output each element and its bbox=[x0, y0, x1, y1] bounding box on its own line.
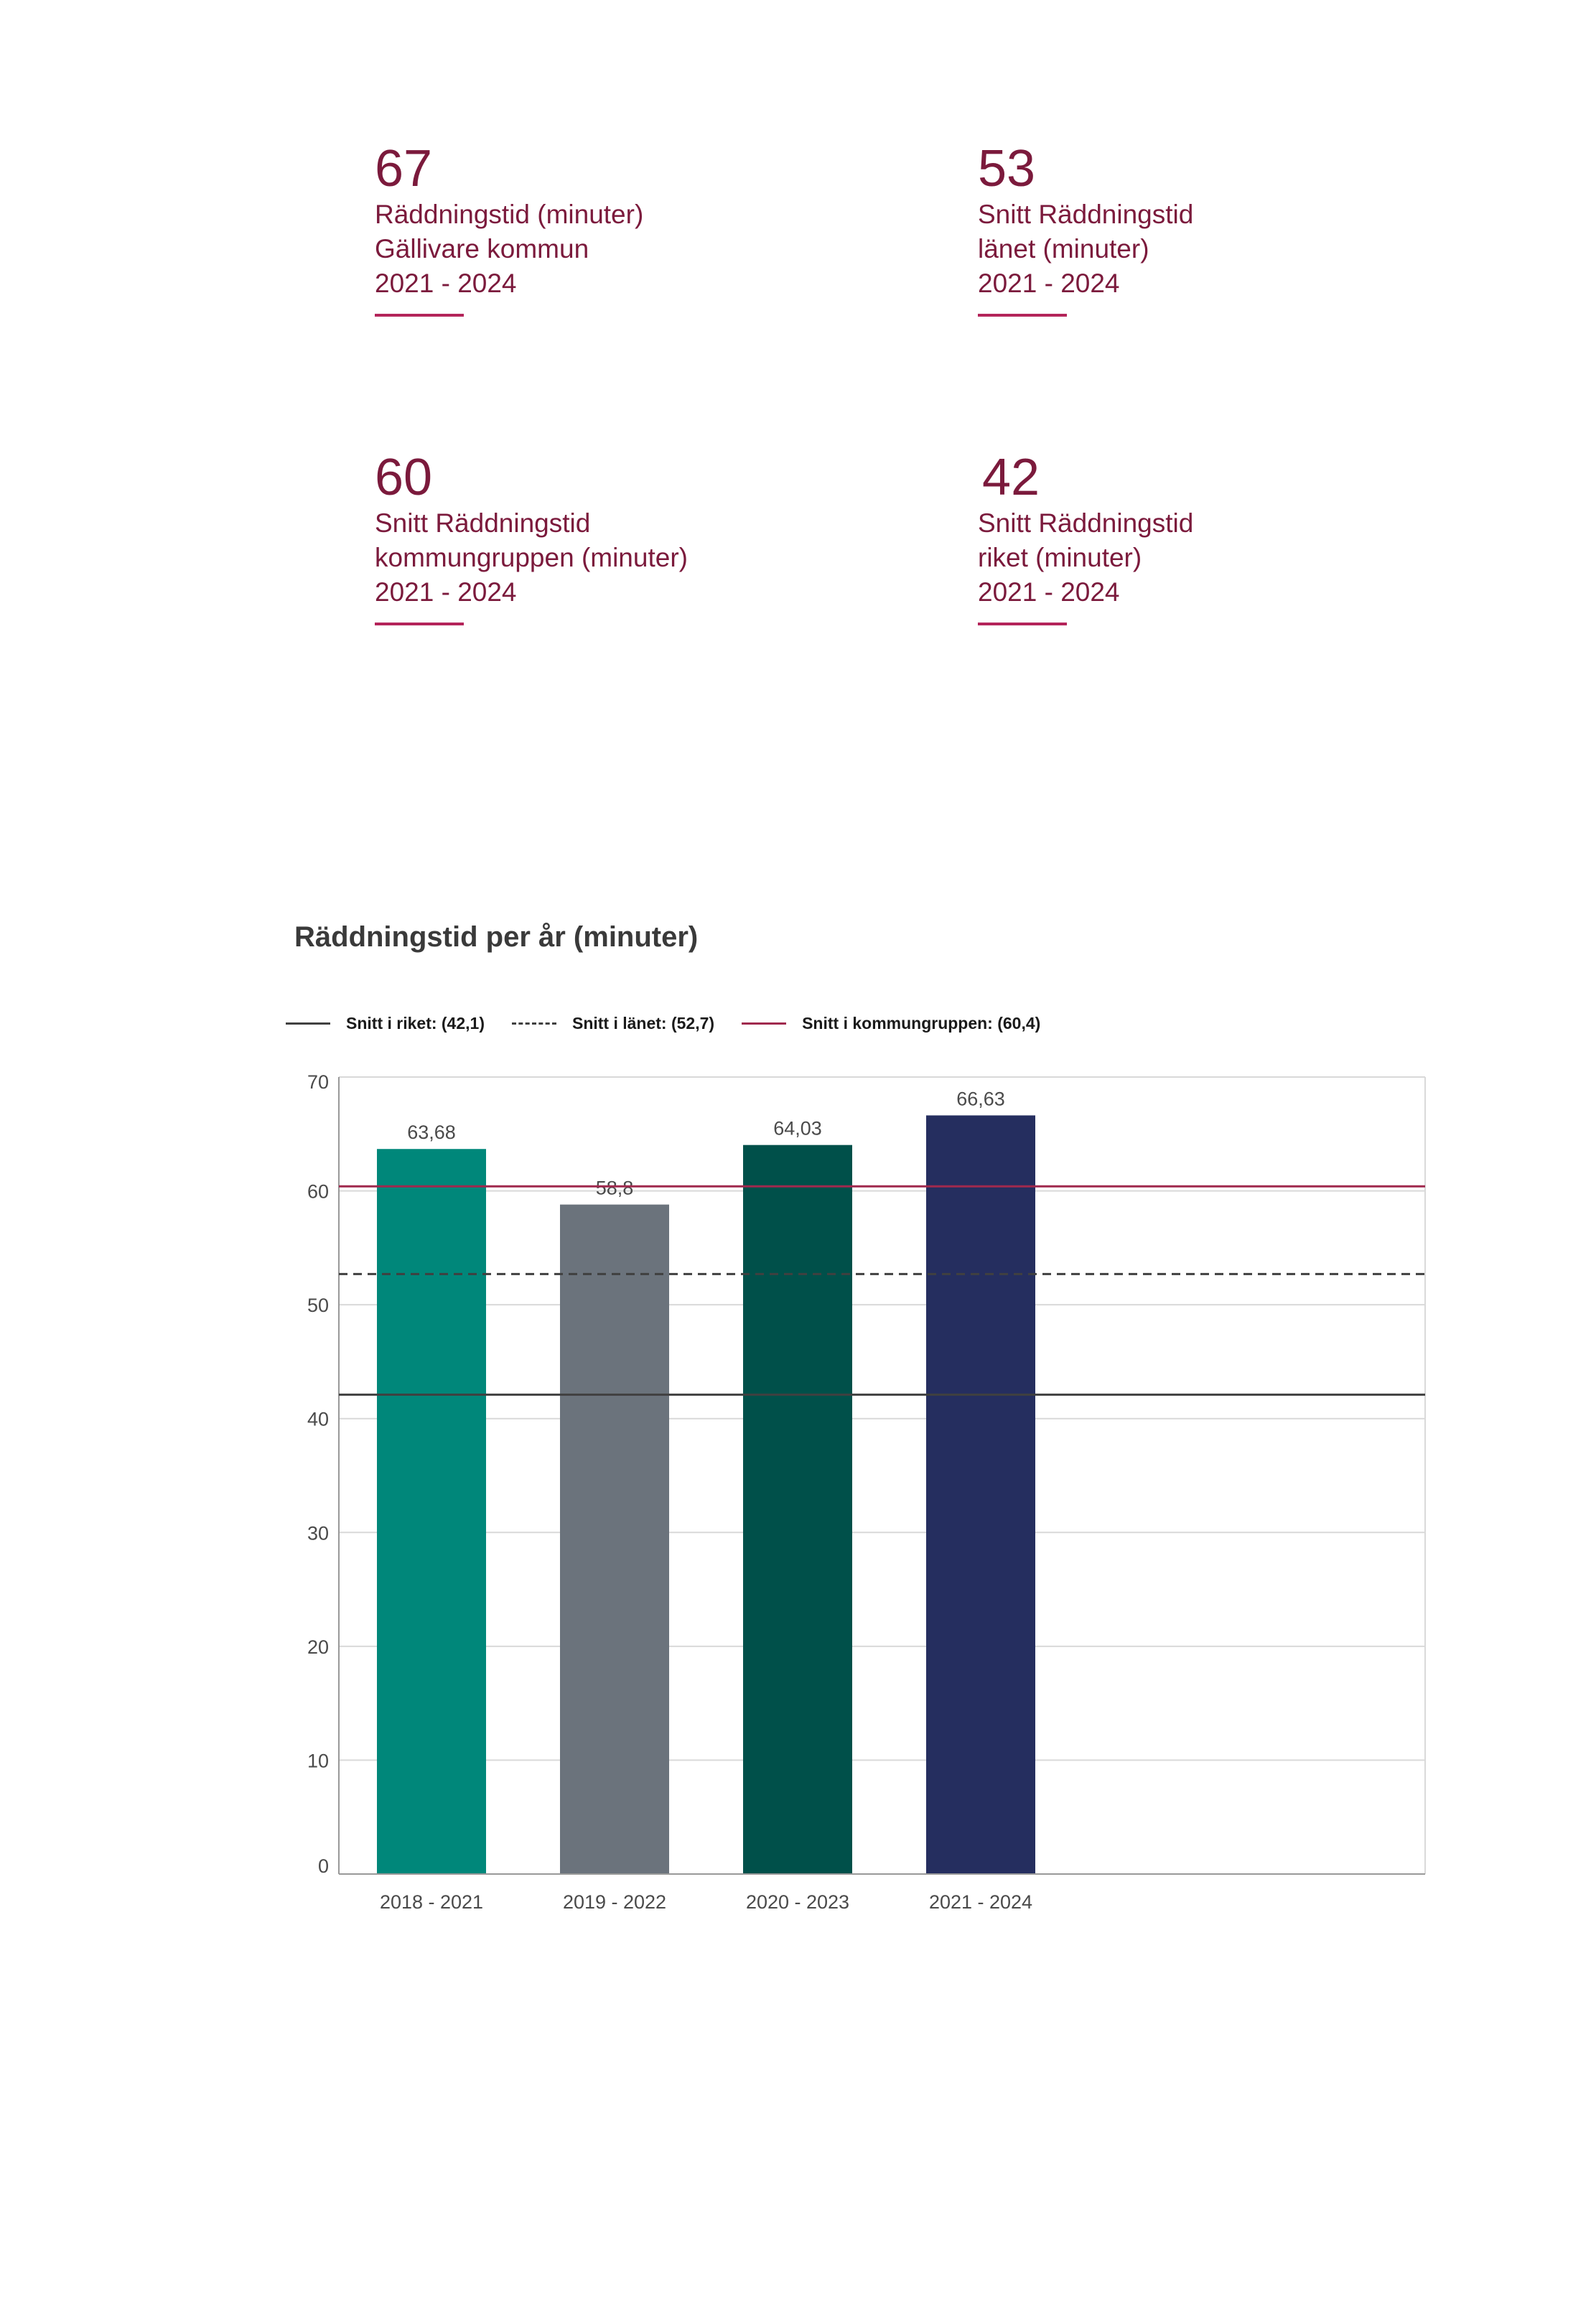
bar-value-label: 58,8 bbox=[596, 1178, 634, 1199]
stat-block-kommungruppen: 60 Snitt Räddningstid kommungruppen (min… bbox=[375, 449, 688, 625]
stat-label-line: Räddningstid (minuter) bbox=[375, 200, 644, 229]
stat-label-line: länet (minuter) bbox=[978, 234, 1149, 264]
legend-label: Snitt i kommungruppen: (60,4) bbox=[802, 1013, 1041, 1033]
legend-swatch-dashed bbox=[511, 1022, 556, 1025]
bar bbox=[926, 1115, 1035, 1874]
stat-underline bbox=[978, 314, 1067, 317]
stat-label-line: 2021 - 2024 bbox=[978, 269, 1120, 298]
stat-label-line: kommungruppen (minuter) bbox=[375, 543, 688, 572]
stat-label-line: 2021 - 2024 bbox=[375, 269, 517, 298]
x-tick-label: 2020 - 2023 bbox=[746, 1891, 849, 1913]
bar-value-label: 66,63 bbox=[956, 1088, 1005, 1109]
stat-value: 60 bbox=[375, 449, 433, 506]
legend-item-riket: Snitt i riket: (42,1) bbox=[286, 1014, 485, 1033]
stat-underline bbox=[375, 314, 464, 317]
y-tick-label: 70 bbox=[307, 1071, 329, 1093]
stat-block-riket: 42 Snitt Räddningstid riket (minuter) 20… bbox=[978, 449, 1193, 625]
y-tick-label: 0 bbox=[318, 1855, 329, 1877]
stat-label-line: riket (minuter) bbox=[978, 543, 1142, 572]
stat-label-line: 2021 - 2024 bbox=[978, 577, 1120, 607]
y-tick-label: 30 bbox=[307, 1522, 329, 1544]
y-tick-label: 20 bbox=[307, 1636, 329, 1658]
bar bbox=[560, 1204, 669, 1874]
y-tick-label: 10 bbox=[307, 1750, 329, 1771]
legend-item-kommungruppen: Snitt i kommungruppen: (60,4) bbox=[742, 1014, 1040, 1033]
stat-underline bbox=[375, 623, 464, 625]
y-tick-label: 60 bbox=[307, 1181, 329, 1203]
bar bbox=[743, 1145, 852, 1874]
x-tick-label: 2019 - 2022 bbox=[563, 1891, 666, 1913]
legend-label: Snitt i länet: (52,7) bbox=[571, 1013, 715, 1033]
chart-legend: Snitt i riket: (42,1) Snitt i länet: (52… bbox=[286, 1009, 1068, 1038]
stat-label-line: Snitt Räddningstid bbox=[978, 508, 1194, 538]
legend-swatch-solid bbox=[286, 1022, 330, 1025]
stat-value: 42 bbox=[982, 449, 1040, 506]
legend-label: Snitt i riket: (42,1) bbox=[346, 1013, 485, 1033]
stat-underline bbox=[978, 623, 1067, 625]
chart-title: Räddningstid per år (minuter) bbox=[294, 921, 699, 953]
bar bbox=[377, 1149, 486, 1874]
stat-value: 53 bbox=[978, 140, 1036, 197]
stat-label-line: Gällivare kommun bbox=[375, 234, 589, 264]
x-tick-label: 2018 - 2021 bbox=[380, 1891, 483, 1913]
y-tick-label: 50 bbox=[307, 1295, 329, 1316]
stat-label-line: 2021 - 2024 bbox=[375, 577, 517, 607]
x-tick-label: 2021 - 2024 bbox=[929, 1891, 1032, 1913]
stat-block-gallivare: 67 Räddningstid (minuter) Gällivare komm… bbox=[375, 140, 643, 317]
stat-label-line: Snitt Räddningstid bbox=[375, 508, 591, 538]
bar-value-label: 64,03 bbox=[773, 1118, 822, 1139]
bar-value-label: 63,68 bbox=[407, 1122, 456, 1143]
stat-label-line: Snitt Räddningstid bbox=[978, 200, 1194, 229]
y-tick-label: 40 bbox=[307, 1409, 329, 1430]
stat-block-lanet: 53 Snitt Räddningstid länet (minuter) 20… bbox=[978, 140, 1193, 317]
legend-swatch-solid bbox=[742, 1022, 787, 1025]
stat-value: 67 bbox=[375, 140, 433, 197]
legend-item-lanet: Snitt i länet: (52,7) bbox=[511, 1013, 715, 1033]
